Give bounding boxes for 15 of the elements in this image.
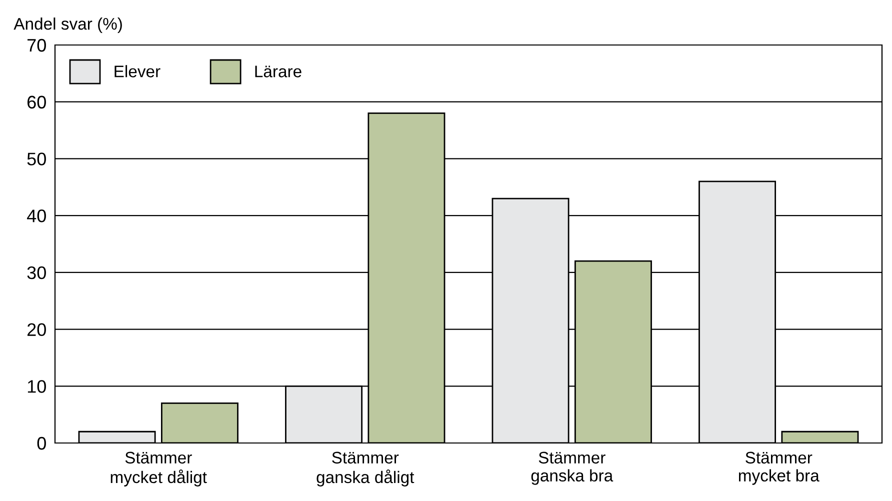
y-tick-label: 60 [28, 96, 46, 109]
y-tick-label: 20 [27, 323, 46, 336]
x-tick-label: Stämmer ganska bra [531, 452, 614, 485]
y-tick-label: 0 [37, 436, 46, 450]
y-tick-label: 40 [27, 210, 46, 222]
x-tick-label: Stämmer ganska dåligt [316, 452, 414, 486]
legend-label: Elever [114, 65, 160, 78]
y-tick-label: 70 [28, 38, 46, 52]
y-tick-label: 30 [27, 266, 46, 280]
legend-label: Lärare [255, 66, 302, 78]
y-tick-label: 50 [27, 152, 46, 166]
x-tick-label: Stämmer mycket bra [738, 452, 820, 485]
y-axis-title: Andel svar (%) [14, 18, 122, 34]
y-tick-label: 10 [28, 380, 46, 393]
x-tick-label: Stämmer mycket dåligt [110, 452, 207, 486]
